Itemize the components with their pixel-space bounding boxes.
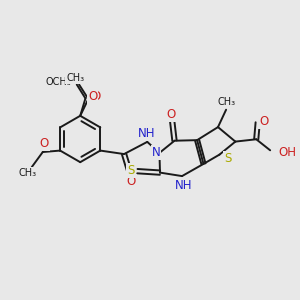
Text: S: S	[224, 152, 232, 165]
Text: O: O	[166, 108, 176, 121]
Text: CH₃: CH₃	[218, 97, 236, 106]
Text: CH₃: CH₃	[66, 73, 84, 83]
Text: O: O	[40, 137, 49, 150]
Text: NH: NH	[138, 127, 155, 140]
Text: O: O	[92, 90, 101, 103]
Text: S: S	[127, 164, 135, 177]
Text: NH: NH	[175, 179, 192, 192]
Text: O: O	[260, 115, 269, 128]
Text: N: N	[152, 146, 160, 159]
Text: O: O	[126, 175, 136, 188]
Text: O: O	[88, 91, 97, 103]
Text: OCH₃: OCH₃	[45, 76, 71, 87]
Text: OH: OH	[279, 146, 297, 159]
Text: CH₃: CH₃	[18, 169, 37, 178]
